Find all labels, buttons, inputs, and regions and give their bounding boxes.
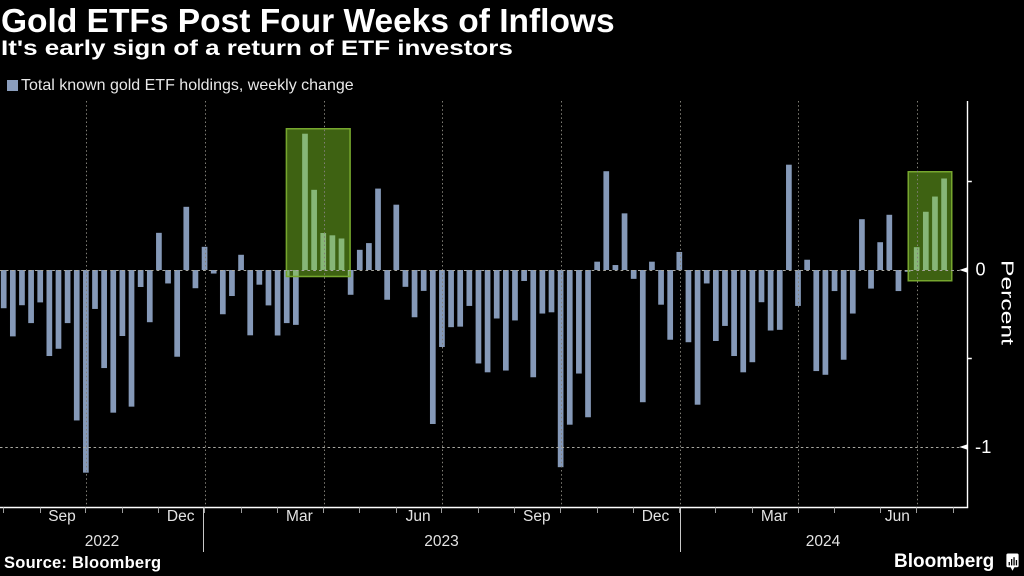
svg-text:Dec: Dec — [642, 508, 670, 525]
svg-text:2023: 2023 — [424, 533, 458, 550]
svg-text:Mar: Mar — [286, 508, 313, 525]
svg-text:2024: 2024 — [806, 533, 841, 550]
svg-text:Dec: Dec — [167, 508, 195, 525]
svg-text:Sep: Sep — [523, 508, 551, 525]
svg-text:Percent: Percent — [997, 260, 1017, 345]
svg-text:0: 0 — [976, 260, 986, 280]
svg-text:Mar: Mar — [761, 508, 788, 525]
svg-text:-1: -1 — [975, 436, 991, 457]
svg-text:Sep: Sep — [48, 508, 76, 525]
svg-text:2022: 2022 — [85, 533, 119, 550]
svg-text:Jun: Jun — [885, 508, 910, 525]
svg-text:Jun: Jun — [406, 508, 431, 525]
